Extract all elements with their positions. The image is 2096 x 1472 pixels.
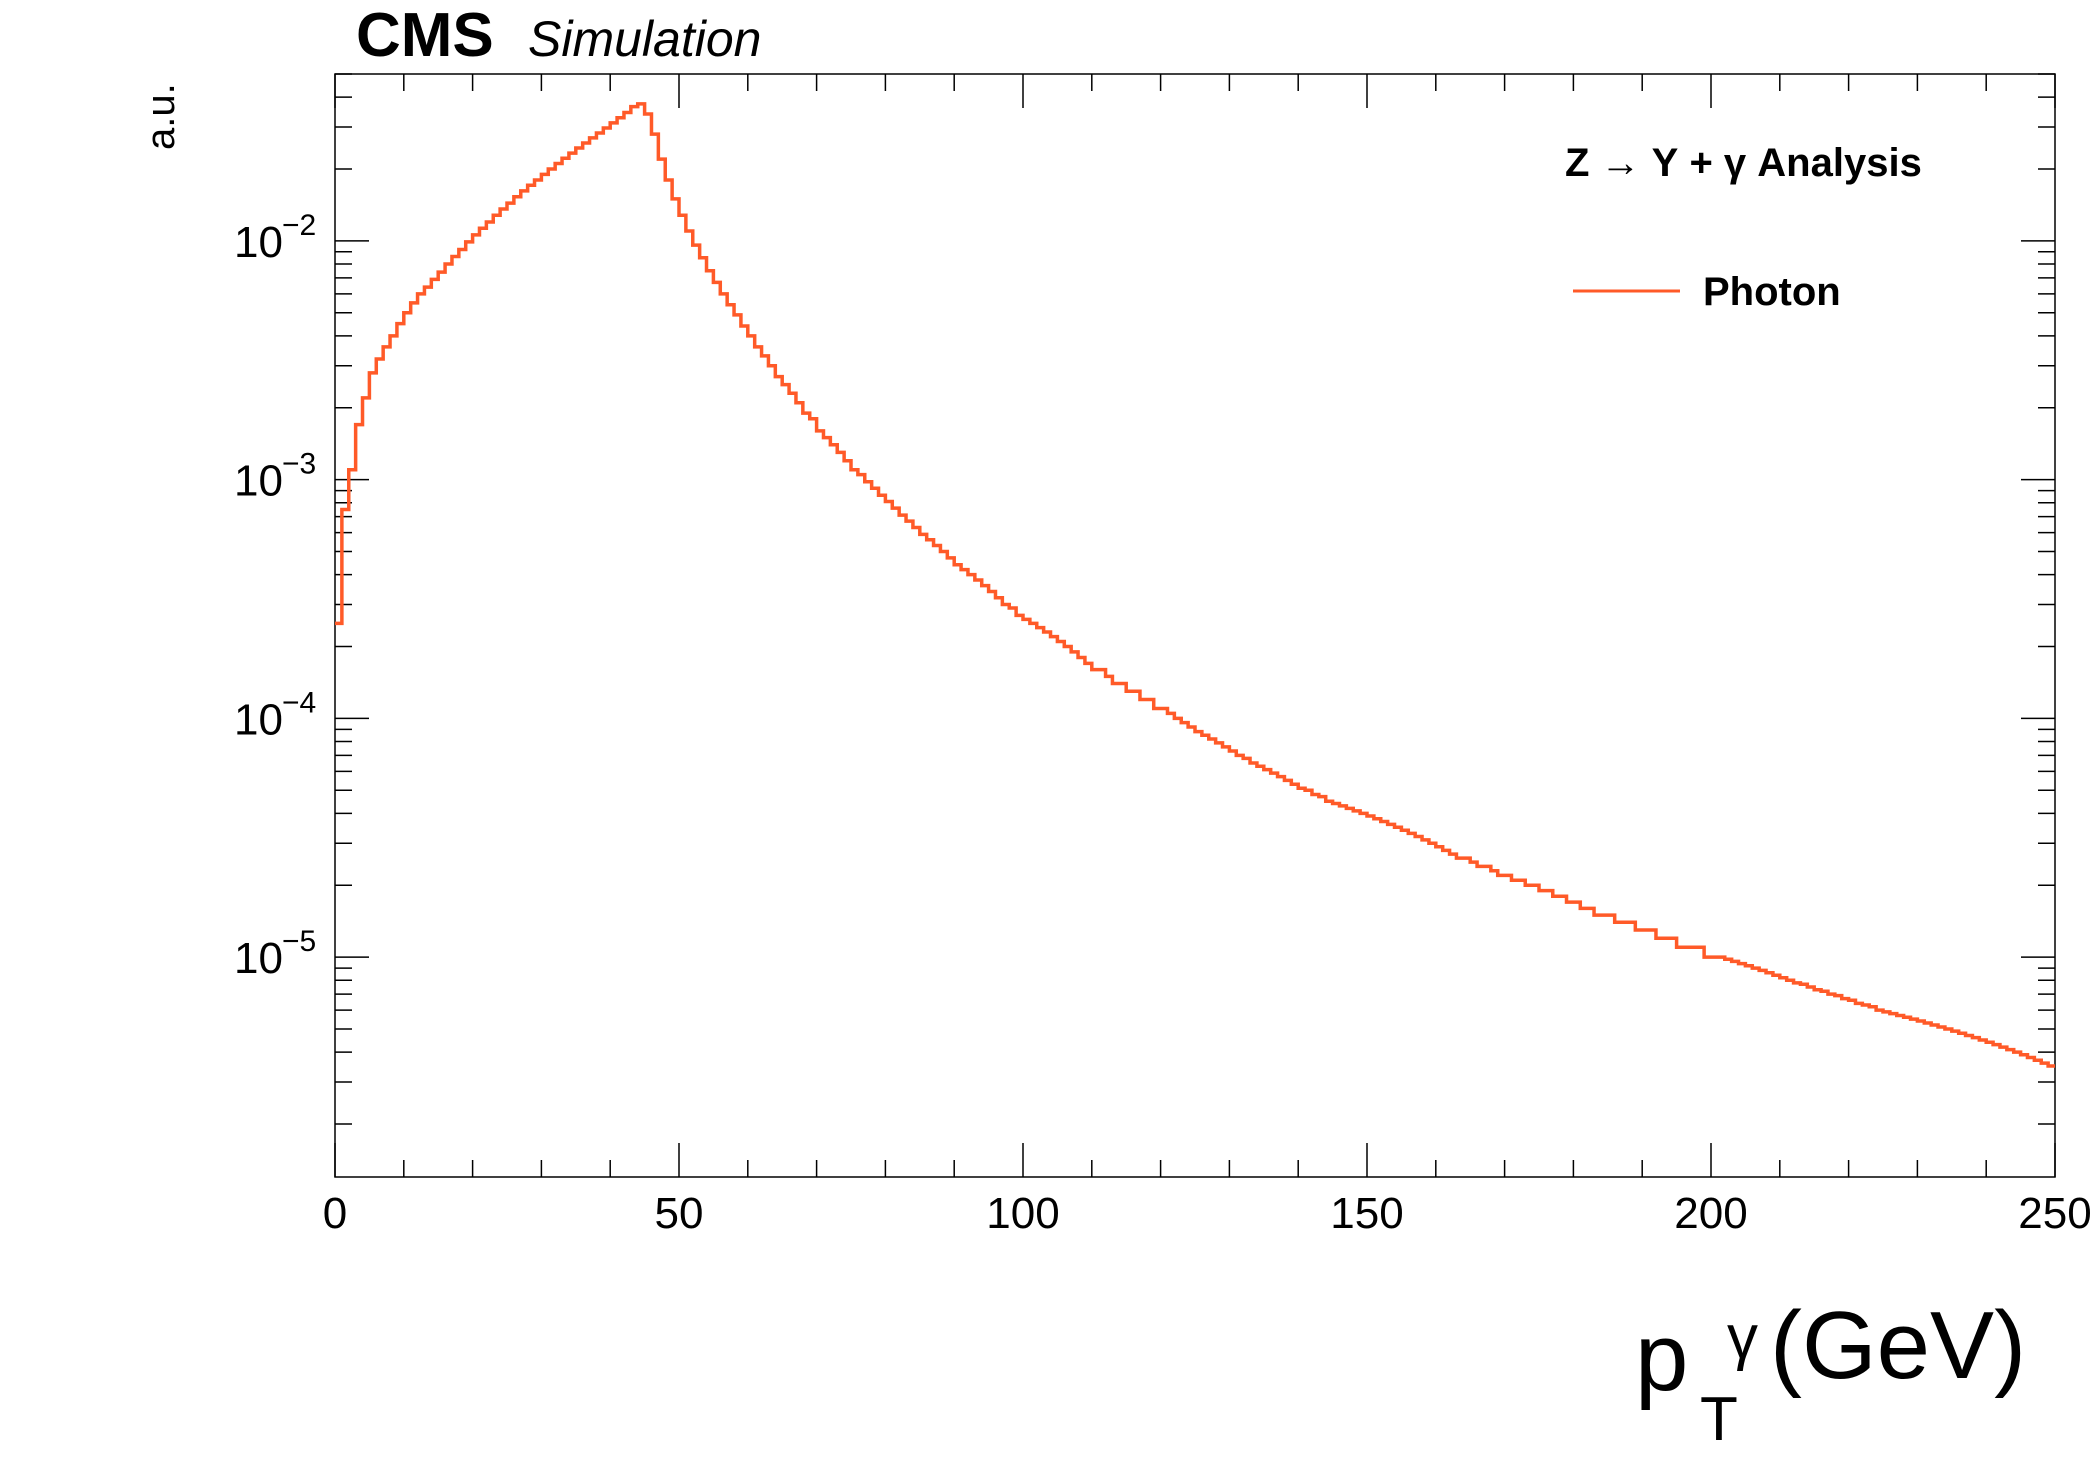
y-tick-label: 10 [234, 695, 283, 744]
status-label: Simulation [528, 11, 761, 67]
x-axis-title-subscript: T [1700, 1385, 1738, 1454]
x-axis-title-unit: (GeV) [1770, 1292, 2026, 1399]
y-axis-tick-labels: 10−510−410−310−2 [234, 209, 316, 983]
x-axis-title: p γ T (GeV) [1635, 1292, 2026, 1454]
legend: Z → Υ + γ Analysis Photon [1565, 141, 1922, 314]
y-axis-ticks [335, 73, 2055, 1125]
y-tick-label: 10 [234, 934, 283, 983]
x-axis-tick-labels: 0 50 100 150 200 250 [323, 1189, 2092, 1238]
y-axis-label: a.u. [139, 83, 183, 150]
y-tick-label: 10 [234, 218, 283, 267]
plot-frame [334, 73, 2056, 1178]
y-tick-exponent: −5 [282, 925, 316, 958]
x-tick-label: 50 [655, 1189, 704, 1238]
legend-title: Z → Υ + γ Analysis [1565, 141, 1922, 185]
y-tick-exponent: −3 [282, 448, 316, 481]
x-axis-title-base: p [1635, 1304, 1688, 1411]
y-tick-label: 10 [234, 457, 283, 506]
x-axis-ticks [334, 74, 2056, 1177]
x-tick-label: 150 [1330, 1189, 1403, 1238]
series-photon-histogram [335, 102, 2055, 1068]
x-axis-title-superscript: γ [1727, 1303, 1758, 1372]
x-tick-label: 0 [323, 1189, 347, 1238]
series-layer [335, 102, 2055, 1068]
y-tick-exponent: −2 [282, 209, 316, 242]
experiment-label: CMS [356, 1, 494, 70]
x-tick-label: 200 [1674, 1189, 1747, 1238]
x-tick-label: 100 [986, 1189, 1059, 1238]
x-tick-label: 250 [2018, 1189, 2091, 1238]
legend-label-photon: Photon [1703, 270, 1841, 314]
y-tick-exponent: −4 [282, 686, 316, 719]
